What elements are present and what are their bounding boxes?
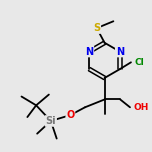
Text: N: N [85, 47, 93, 57]
Text: N: N [116, 47, 124, 57]
Text: Si: Si [45, 116, 56, 126]
Text: O: O [66, 110, 74, 120]
Text: OH: OH [134, 103, 149, 112]
Text: S: S [93, 23, 100, 33]
Text: Cl: Cl [135, 58, 145, 67]
